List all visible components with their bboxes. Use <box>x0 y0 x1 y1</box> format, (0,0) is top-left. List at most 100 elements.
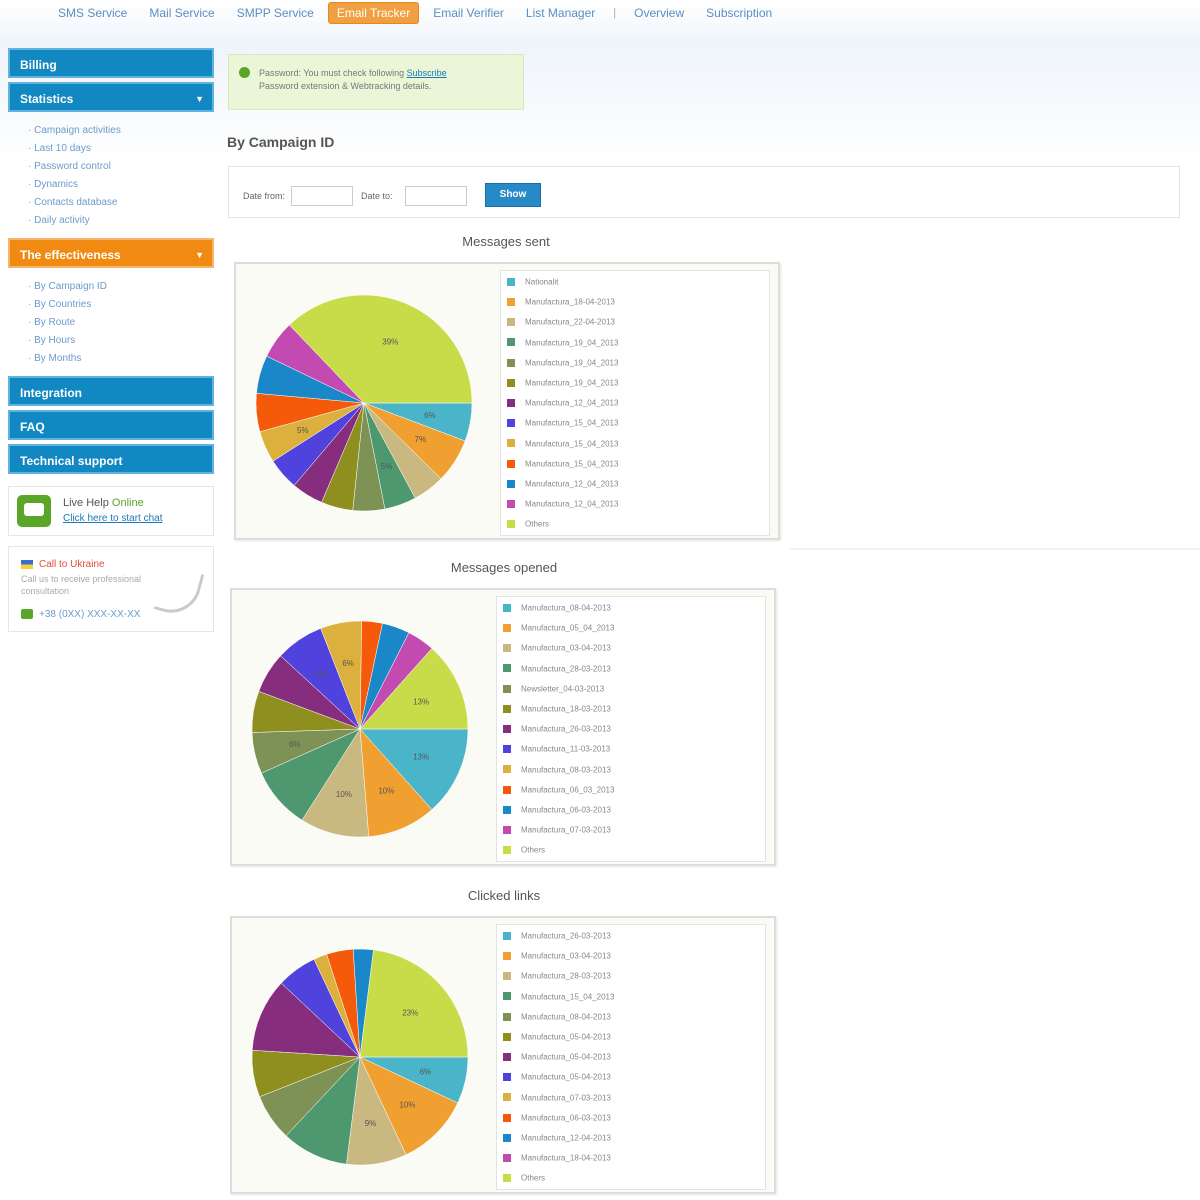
legend-item[interactable]: Others <box>503 845 545 859</box>
legend-item[interactable]: Others <box>503 1173 545 1187</box>
legend-swatch <box>507 459 515 468</box>
sidebar-item[interactable]: Campaign activities <box>28 122 214 140</box>
legend-item[interactable]: Manufactura_12_04_2013 <box>507 499 618 513</box>
legend-item[interactable]: Manufactura_11-03-2013 <box>503 744 610 758</box>
legend-label: Manufactura_15_04_2013 <box>521 991 615 1001</box>
legend-item[interactable]: Manufactura_05-04-2013 <box>503 1032 611 1046</box>
legend-item[interactable]: Manufactura_05-04-2013 <box>503 1052 611 1066</box>
slice-label: 5% <box>381 462 393 471</box>
date-from-input[interactable] <box>291 186 353 206</box>
pie-slice[interactable] <box>359 1056 459 1156</box>
legend-item[interactable]: Manufactura_03-04-2013 <box>503 643 611 657</box>
notice-link[interactable]: Subscribe <box>406 68 447 78</box>
nav-list-manager[interactable]: List Manager <box>525 6 596 20</box>
nav-overview[interactable]: Overview <box>634 6 685 20</box>
legend-item[interactable]: Manufactura_08-04-2013 <box>503 1012 611 1026</box>
legend-item[interactable]: Manufactura_15_04_2013 <box>503 992 614 1006</box>
legend-item[interactable]: Newsletter_04-03-2013 <box>503 684 604 698</box>
slice-label: 6% <box>289 740 301 749</box>
legend-item[interactable]: Manufactura_28-03-2013 <box>503 971 611 985</box>
legend-swatch <box>503 644 511 653</box>
sidebar-effectiveness[interactable]: The effectiveness ▼ <box>8 238 214 268</box>
legend-item[interactable]: Manufactura_19_04_2013 <box>507 358 618 372</box>
legend-item[interactable]: Manufactura_15_04_2013 <box>507 418 618 432</box>
legend-item[interactable]: Manufactura_05_04_2013 <box>503 623 614 637</box>
pie-slice[interactable] <box>289 294 473 404</box>
sidebar-item[interactable]: By Hours <box>28 332 214 350</box>
legend-swatch <box>503 826 511 835</box>
pie-slice[interactable] <box>359 648 469 730</box>
legend-swatch <box>503 952 511 961</box>
legend-item[interactable]: Manufactura_19_04_2013 <box>507 378 618 392</box>
sidebar-item[interactable]: Contacts database <box>28 194 214 212</box>
legend-item[interactable]: Manufactura_08-04-2013 <box>503 603 611 617</box>
legend-item[interactable]: Manufactura_18-04-2013 <box>503 1153 611 1167</box>
nav-subscription[interactable]: Subscription <box>706 6 773 20</box>
nav-mail-service[interactable]: Mail Service <box>149 6 215 20</box>
chevron-down-icon: ▼ <box>195 94 204 104</box>
start-chat-link[interactable]: Click here to start chat <box>63 513 163 524</box>
legend-item[interactable]: Manufactura_07-03-2013 <box>503 825 611 839</box>
pie-slice[interactable] <box>359 728 469 810</box>
legend-item[interactable]: Manufactura_08-03-2013 <box>503 765 611 779</box>
legend-swatch <box>503 1032 511 1041</box>
chat-icon <box>17 495 51 527</box>
sidebar-item[interactable]: Last 10 days <box>28 140 214 158</box>
legend-item[interactable]: Manufactura_06_03_2013 <box>503 785 614 799</box>
legend-item[interactable]: Manufactura_26-03-2013 <box>503 724 611 738</box>
sidebar-faq[interactable]: FAQ <box>8 410 214 440</box>
legend-item[interactable]: Manufactura_18-03-2013 <box>503 704 611 718</box>
legend-item[interactable]: Manufactura_12_04_2013 <box>507 398 618 412</box>
legend-label: Manufactura_12_04_2013 <box>525 398 619 408</box>
legend-item[interactable]: Manufactura_28-03-2013 <box>503 664 611 678</box>
nav-smpp-service[interactable]: SMPP Service <box>236 6 314 20</box>
legend-swatch <box>507 318 515 327</box>
sidebar-item[interactable]: By Route <box>28 314 214 332</box>
legend-sent: Nationalit Manufactura_18-04-2013 Manufact… <box>500 270 770 536</box>
notice-text: Password: You must check following <box>259 68 405 78</box>
pie-slice[interactable] <box>251 982 361 1058</box>
legend-item[interactable]: Manufactura_06-03-2013 <box>503 805 611 819</box>
legend-item[interactable]: Manufactura_05-04-2013 <box>503 1072 611 1086</box>
sidebar-support[interactable]: Technical support <box>8 444 214 474</box>
legend-swatch <box>503 603 511 612</box>
sidebar-statistics[interactable]: Statistics ▼ <box>8 82 214 112</box>
legend-item[interactable]: Nationalit <box>507 277 558 291</box>
sidebar-item[interactable]: Daily activity <box>28 212 214 230</box>
legend-item[interactable]: Manufactura_12_04_2013 <box>507 479 618 493</box>
legend-item[interactable]: Manufactura_03-04-2013 <box>503 951 611 965</box>
handset-icon <box>153 564 205 620</box>
legend-item[interactable]: Manufactura_12-04-2013 <box>503 1133 611 1147</box>
legend-item[interactable]: Manufactura_15_04_2013 <box>507 459 618 473</box>
sidebar-item[interactable]: Dynamics <box>28 176 214 194</box>
sidebar-billing[interactable]: Billing <box>8 48 214 78</box>
contact-phone[interactable]: +38 (0XX) XXX-XX-XX <box>39 609 141 620</box>
show-button[interactable]: Show <box>485 183 541 207</box>
nav-sms-service[interactable]: SMS Service <box>58 6 128 20</box>
page-title: By Campaign ID <box>227 134 335 150</box>
legend-item[interactable]: Manufactura_26-03-2013 <box>503 931 611 945</box>
legend-item[interactable]: Manufactura_22-04-2013 <box>507 317 615 331</box>
sidebar-item[interactable]: By Countries <box>28 296 214 314</box>
legend-item[interactable]: Others <box>507 519 549 533</box>
nav-email-verifier[interactable]: Email Verifier <box>433 6 504 20</box>
date-to-input[interactable] <box>405 186 467 206</box>
sidebar-item[interactable]: By Months <box>28 350 214 368</box>
sidebar-faq-label: FAQ <box>20 420 45 434</box>
legend-swatch <box>503 664 511 673</box>
sidebar-item[interactable]: By Campaign ID <box>28 278 214 296</box>
legend-item[interactable]: Manufactura_18-04-2013 <box>507 297 615 311</box>
pie-slice[interactable] <box>359 728 433 837</box>
sidebar-item[interactable]: Password control <box>28 158 214 176</box>
legend-item[interactable]: Manufactura_19_04_2013 <box>507 338 618 352</box>
slice-label: 10% <box>399 1100 415 1109</box>
legend-item[interactable]: Manufactura_07-03-2013 <box>503 1093 611 1107</box>
pie-slice[interactable] <box>301 728 370 838</box>
nav-email-tracker[interactable]: Email Tracker <box>327 2 420 24</box>
legend-item[interactable]: Manufactura_06-03-2013 <box>503 1113 611 1127</box>
pie-slice[interactable] <box>359 949 469 1058</box>
legend-label: Manufactura_03-04-2013 <box>521 951 611 961</box>
legend-item[interactable]: Manufactura_15_04_2013 <box>507 439 618 453</box>
sidebar-integration[interactable]: Integration <box>8 376 214 406</box>
sidebar-effectiveness-label: The effectiveness <box>20 248 121 262</box>
